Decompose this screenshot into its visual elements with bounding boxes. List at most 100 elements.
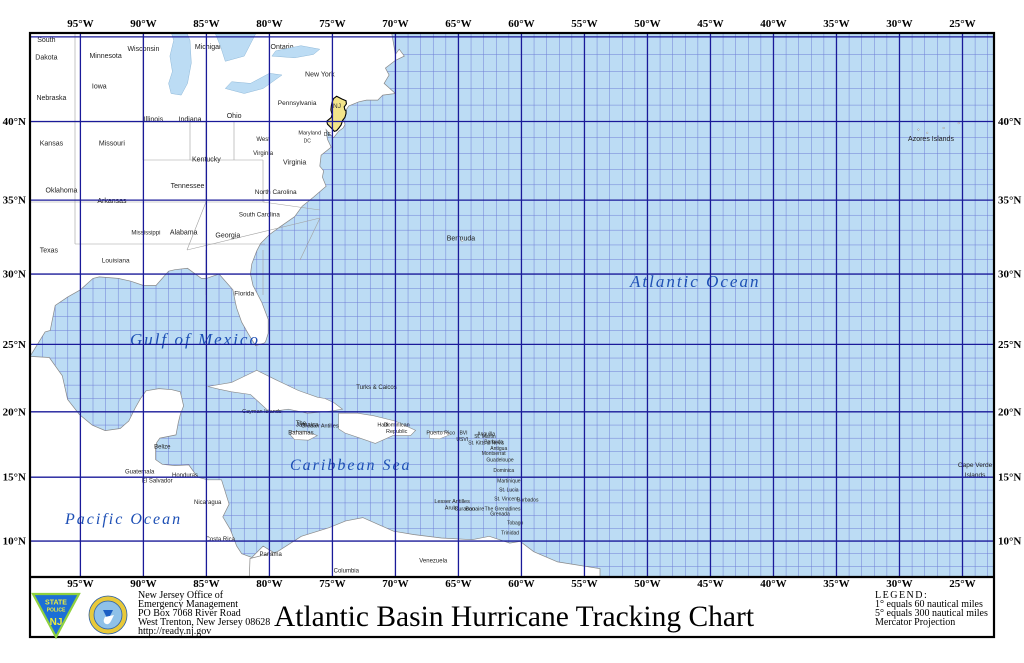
svg-text:Iowa: Iowa — [92, 83, 107, 90]
svg-text:NJ: NJ — [50, 617, 63, 628]
svg-text:75°W: 75°W — [319, 18, 345, 30]
svg-text:25°W: 25°W — [949, 18, 975, 30]
svg-text:Minnesota: Minnesota — [89, 53, 121, 60]
svg-text:20°N: 20°N — [998, 406, 1021, 418]
svg-text:Pacific Ocean: Pacific Ocean — [64, 511, 182, 528]
svg-text:45°W: 45°W — [697, 18, 723, 30]
svg-text:55°W: 55°W — [571, 578, 597, 590]
svg-text:75°W: 75°W — [319, 578, 345, 590]
svg-text:Republic: Republic — [386, 429, 408, 435]
svg-text:Atlantic Basin Hurricane Track: Atlantic Basin Hurricane Tracking Chart — [274, 601, 755, 633]
svg-text:St. Vincent: St. Vincent — [494, 496, 519, 502]
svg-text:Grenada: Grenada — [490, 512, 510, 518]
svg-text:DE: DE — [324, 132, 332, 138]
svg-text:Kansas: Kansas — [40, 141, 64, 148]
svg-text:Nebraska: Nebraska — [36, 95, 66, 102]
svg-text:Dominica: Dominica — [493, 468, 514, 474]
svg-text:Georgia: Georgia — [215, 233, 240, 240]
svg-text:Missouri: Missouri — [99, 141, 126, 148]
svg-text:40°N: 40°N — [3, 116, 26, 128]
svg-text:20°N: 20°N — [3, 406, 26, 418]
svg-text:West: West — [256, 137, 270, 143]
svg-text:Florida: Florida — [234, 290, 254, 297]
svg-text:El Salvador: El Salvador — [142, 478, 173, 484]
svg-text:Virginia: Virginia — [283, 160, 306, 167]
svg-text:15°N: 15°N — [998, 472, 1021, 484]
svg-text:Illinois: Illinois — [144, 116, 164, 123]
svg-text:60°W: 60°W — [508, 18, 534, 30]
svg-text:NJ: NJ — [333, 103, 341, 110]
svg-text:Michigan: Michigan — [195, 44, 223, 51]
svg-text:95°W: 95°W — [67, 578, 93, 590]
svg-text:35°W: 35°W — [823, 578, 849, 590]
svg-text:30°W: 30°W — [886, 578, 912, 590]
svg-text:30°N: 30°N — [998, 269, 1021, 281]
svg-text:Dominican: Dominican — [384, 422, 410, 428]
svg-text:Gulf of Mexico: Gulf of Mexico — [130, 330, 260, 349]
svg-text:Maryland: Maryland — [298, 130, 321, 136]
svg-text:35°N: 35°N — [3, 195, 26, 207]
svg-text:90°W: 90°W — [130, 578, 156, 590]
svg-text:Indiana: Indiana — [179, 116, 202, 123]
svg-text:70°W: 70°W — [382, 18, 408, 30]
svg-text:45°W: 45°W — [697, 578, 723, 590]
svg-text:Columbia: Columbia — [334, 569, 360, 575]
svg-text:South: South — [37, 37, 55, 44]
svg-text:Panama: Panama — [260, 552, 283, 558]
svg-text:35°N: 35°N — [998, 195, 1021, 207]
svg-text:Venezuela: Venezuela — [419, 559, 448, 565]
svg-text:60°W: 60°W — [508, 578, 534, 590]
svg-text:40°W: 40°W — [760, 18, 786, 30]
svg-text:15°N: 15°N — [3, 472, 26, 484]
svg-text:Guadeloupe: Guadeloupe — [486, 458, 513, 464]
svg-text:Puerto Rico: Puerto Rico — [426, 430, 455, 436]
svg-text:Guatemala: Guatemala — [125, 469, 155, 475]
svg-text:Turks & Caicos: Turks & Caicos — [356, 385, 396, 391]
svg-text:Bonaire: Bonaire — [465, 507, 484, 513]
svg-text:90°W: 90°W — [130, 18, 156, 30]
svg-text:Oklahoma: Oklahoma — [46, 187, 78, 194]
svg-text:40°N: 40°N — [998, 116, 1021, 128]
svg-text:25°N: 25°N — [3, 339, 26, 351]
svg-text:New York: New York — [305, 72, 335, 79]
svg-text:95°W: 95°W — [67, 18, 93, 30]
svg-text:40°W: 40°W — [760, 578, 786, 590]
svg-text:Mexico: Mexico — [0, 360, 22, 367]
svg-text:85°W: 85°W — [193, 18, 219, 30]
svg-text:DC: DC — [304, 138, 312, 144]
svg-text:Honduras: Honduras — [172, 473, 198, 479]
svg-text:Trinidad: Trinidad — [501, 531, 519, 537]
svg-text:Tennessee: Tennessee — [171, 183, 205, 190]
svg-text:St. Kitts & Nevis: St. Kitts & Nevis — [468, 441, 504, 447]
svg-text:80°W: 80°W — [256, 18, 282, 30]
svg-text:Pennsylvania: Pennsylvania — [278, 100, 317, 107]
svg-text:Louisiana: Louisiana — [102, 257, 130, 264]
svg-text:Caribbean Sea: Caribbean Sea — [290, 457, 412, 474]
svg-text:Arkansas: Arkansas — [97, 198, 127, 205]
svg-text:65°W: 65°W — [445, 578, 471, 590]
svg-text:Azores Islands: Azores Islands — [908, 136, 954, 143]
svg-text:POLICE: POLICE — [47, 608, 66, 614]
svg-text:35°W: 35°W — [823, 18, 849, 30]
svg-text:http://ready.nj.gov: http://ready.nj.gov — [138, 626, 211, 637]
svg-text:80°W: 80°W — [256, 578, 282, 590]
svg-text:Mississippi: Mississippi — [131, 231, 160, 237]
svg-text:65°W: 65°W — [445, 18, 471, 30]
svg-text:Islands: Islands — [965, 472, 986, 479]
svg-text:50°W: 50°W — [634, 18, 660, 30]
svg-text:70°W: 70°W — [382, 578, 408, 590]
svg-text:Montserrat: Montserrat — [482, 451, 507, 457]
svg-text:30°W: 30°W — [886, 18, 912, 30]
svg-text:BVI: BVI — [459, 430, 467, 436]
svg-text:Texas: Texas — [40, 247, 59, 254]
svg-text:Nicaragua: Nicaragua — [194, 500, 222, 506]
svg-text:Mercator Projection: Mercator Projection — [875, 617, 955, 628]
svg-text:Virginia: Virginia — [253, 151, 274, 157]
svg-text:Martinique: Martinique — [497, 478, 521, 484]
svg-text:25°W: 25°W — [949, 578, 975, 590]
svg-text:St. Lucia: St. Lucia — [499, 487, 519, 493]
svg-text:55°W: 55°W — [571, 18, 597, 30]
svg-text:South Carolina: South Carolina — [239, 212, 280, 219]
svg-text:North Carolina: North Carolina — [255, 189, 297, 196]
svg-text:Dakota: Dakota — [35, 55, 57, 62]
